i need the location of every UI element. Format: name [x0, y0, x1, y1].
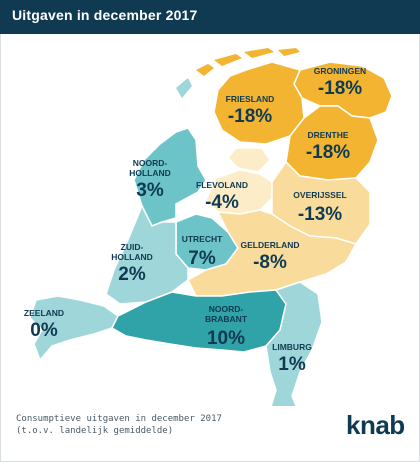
island-wadden-2 [214, 54, 242, 66]
region-zuid-holland[interactable] [105, 204, 189, 305]
province-name: NOORD- [209, 304, 244, 314]
knab-logo: knab [346, 410, 405, 440]
region-zeeland[interactable] [29, 295, 119, 362]
label-limburg: LIMBURG 1% [272, 342, 312, 375]
label-overijssel: OVERIJSSEL -13% [293, 190, 346, 225]
province-value: -18% [228, 106, 272, 127]
province-value: -18% [318, 78, 362, 99]
province-value: -4% [205, 192, 239, 213]
province-value: -18% [306, 142, 350, 163]
province-name: FLEVOLAND [196, 180, 248, 190]
province-value: 2% [118, 264, 146, 285]
region-friesland[interactable] [213, 61, 305, 145]
footnote: Consumptieve uitgaven in december 2017 (… [16, 413, 222, 437]
region-limburg[interactable] [258, 281, 323, 406]
region-markermeer [226, 147, 271, 173]
label-zeeland: ZEELAND 0% [24, 308, 64, 341]
province-value: 3% [136, 180, 164, 201]
footnote-line-2: (t.o.v. landelijk gemiddelde) [16, 426, 174, 436]
province-name: GELDERLAND [240, 240, 299, 250]
province-name: DRENTHE [307, 130, 348, 140]
map-title: Uitgaven in december 2017 [12, 7, 198, 23]
label-drenthe: DRENTHE -18% [306, 130, 350, 163]
province-value: 0% [30, 320, 58, 341]
label-gelderland: GELDERLAND -8% [240, 240, 299, 273]
title-bar: Uitgaven in december 2017 [0, 0, 420, 34]
label-utrecht: UTRECHT 7% [182, 234, 223, 269]
province-value: -13% [298, 204, 342, 225]
province-name: ZEELAND [24, 308, 64, 318]
netherlands-map: GRONINGEN -18% FRIESLAND -18% DRENTHE -1… [24, 48, 393, 406]
province-name: FRIESLAND [226, 94, 275, 104]
province-name: OVERIJSSEL [293, 190, 346, 200]
label-noord-holland: NOORD- HOLLAND 3% [129, 158, 171, 201]
label-flevoland: FLEVOLAND -4% [196, 180, 248, 213]
province-name: UTRECHT [182, 234, 223, 244]
region-noord-holland[interactable] [133, 127, 207, 227]
footnote-line-1: Consumptieve uitgaven in december 2017 [16, 414, 222, 424]
label-groningen: GRONINGEN -18% [314, 66, 366, 99]
island-texel [176, 78, 192, 98]
island-wadden-3 [244, 48, 274, 58]
province-value: -8% [253, 252, 287, 273]
label-friesland: FRIESLAND -18% [226, 94, 275, 127]
province-value: 7% [188, 248, 216, 269]
province-name: HOLLAND [111, 252, 153, 262]
province-value: 10% [207, 328, 245, 349]
province-name: HOLLAND [129, 168, 171, 178]
region-flevoland[interactable] [205, 169, 273, 215]
label-noord-brabant: NOORD- BRABANT 10% [205, 304, 248, 349]
island-wadden-1 [196, 64, 214, 76]
label-zuid-holland: ZUID- HOLLAND 2% [111, 242, 153, 285]
province-name: LIMBURG [272, 342, 312, 352]
province-name: GRONINGEN [314, 66, 366, 76]
province-value: 1% [278, 354, 306, 375]
island-wadden-4 [278, 48, 300, 56]
province-name: BRABANT [205, 314, 248, 324]
province-name: NOORD- [133, 158, 168, 168]
province-name: ZUID- [121, 242, 144, 252]
